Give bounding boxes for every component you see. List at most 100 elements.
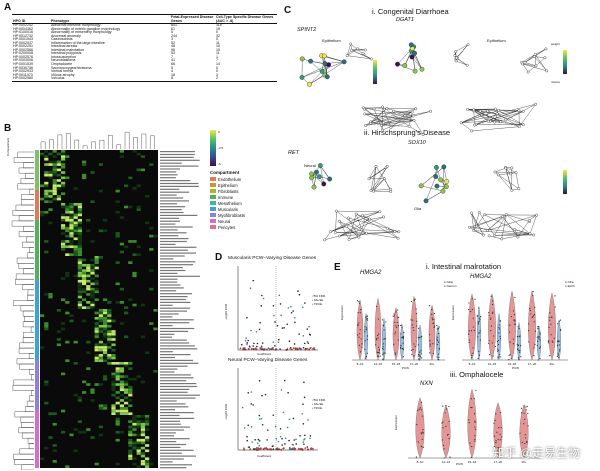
heatmap-cell (132, 240, 137, 243)
dendrogram-branch (29, 188, 34, 195)
dendrogram-branch (12, 385, 34, 391)
row-label-mark (160, 443, 187, 446)
violin-point (376, 339, 378, 341)
violin-point (479, 339, 481, 341)
violin-point (376, 305, 378, 307)
network-edge (421, 185, 444, 192)
network-node (545, 69, 549, 73)
network-node (381, 105, 384, 109)
heatmap-cell (77, 226, 82, 230)
network-node (363, 107, 366, 111)
cell-phenotype: Sacrococcygeal teratoma (51, 65, 92, 70)
dendrogram-branch (21, 464, 34, 470)
volcano-legend-false: • FALSE (312, 402, 324, 406)
heatmap-cell (103, 332, 108, 336)
network-node (412, 118, 416, 122)
violin-point (397, 339, 399, 341)
network-node (317, 163, 323, 168)
violin-point (417, 441, 419, 443)
row-label-mark (160, 307, 191, 309)
violin-point (510, 357, 512, 359)
colorscale-tick: 0 (218, 130, 220, 134)
cell-fetal-count: 96 (171, 47, 175, 52)
heatmap-cell (90, 388, 95, 392)
network-node (472, 108, 476, 112)
network-edge (397, 63, 416, 72)
heatmap-cell (40, 152, 45, 156)
violin-point (520, 356, 522, 358)
volcano-point (257, 442, 259, 444)
row-label-mark (160, 351, 173, 353)
volcano-point (297, 290, 299, 292)
violin-point (360, 338, 362, 340)
violin-point (550, 316, 552, 318)
network-edge (370, 178, 385, 191)
label-epithelium-1: Epithelium (322, 38, 341, 43)
row-label-mark (160, 243, 176, 245)
heatmap-cell (77, 258, 82, 262)
network-edge (330, 226, 347, 232)
violin-shape (548, 292, 556, 361)
violin-point (437, 341, 440, 343)
cell-hpo-id: HP:0002933 (13, 69, 33, 74)
heatmap-cell (103, 218, 108, 222)
violin-point (364, 340, 366, 342)
network-edge (471, 212, 484, 236)
violin-point (533, 315, 535, 317)
violin-point (495, 442, 497, 444)
volcano-point (261, 394, 263, 397)
heatmap-cell (128, 420, 133, 423)
violin-point (474, 421, 476, 423)
heatmap-cell (94, 330, 99, 333)
heatmap-cell (140, 452, 145, 455)
volcano-point (275, 448, 278, 450)
heatmap-cell (56, 197, 61, 201)
violin-point (432, 322, 435, 324)
dendrogram-branch (23, 268, 34, 275)
violin-point (496, 448, 498, 450)
cell-hpo-id: HP:0001543 (13, 37, 33, 42)
dendrogram-branch (15, 279, 34, 285)
violin-point (494, 419, 496, 421)
heatmap-cell (145, 460, 150, 463)
heatmap-cell (132, 271, 137, 275)
legend-swatch (210, 218, 216, 224)
row-label-mark (160, 301, 191, 303)
dendrogram-branch (133, 137, 138, 149)
network-node (523, 61, 527, 64)
heatmap-cell (98, 229, 103, 233)
dendrogram-branch (27, 438, 34, 444)
violin-point (493, 422, 495, 424)
network-edge (335, 211, 337, 233)
violin-point (421, 438, 423, 440)
network-node (354, 212, 358, 216)
network-edge (313, 172, 317, 188)
heatmap-cell (86, 269, 91, 272)
legend-glial: ■ Glial (444, 280, 453, 284)
violin-point (419, 356, 421, 358)
volcano-point (304, 438, 306, 440)
row-label-mark (160, 304, 173, 306)
violin-point (488, 314, 490, 317)
heatmap-cell (136, 245, 141, 249)
row-label-mark (160, 452, 182, 454)
network-edge (529, 215, 537, 234)
network-edge (347, 43, 351, 56)
violin-point (514, 323, 516, 325)
heatmap-cell (44, 240, 49, 243)
violin-point (520, 407, 523, 409)
network-edge (471, 213, 477, 227)
heatmap-cell (82, 282, 87, 286)
violin-shape (415, 397, 425, 459)
legend-swatch (210, 188, 216, 194)
violin-point (495, 413, 497, 415)
heatmap-cell (77, 430, 82, 434)
heatmap-cell (128, 441, 133, 445)
heatmap-cell (86, 229, 91, 233)
volcano-point (248, 345, 251, 348)
heatmap-cell (69, 205, 74, 209)
network-node (514, 171, 518, 175)
row-label-mark (160, 168, 180, 170)
dendrogram-branch (74, 139, 79, 149)
